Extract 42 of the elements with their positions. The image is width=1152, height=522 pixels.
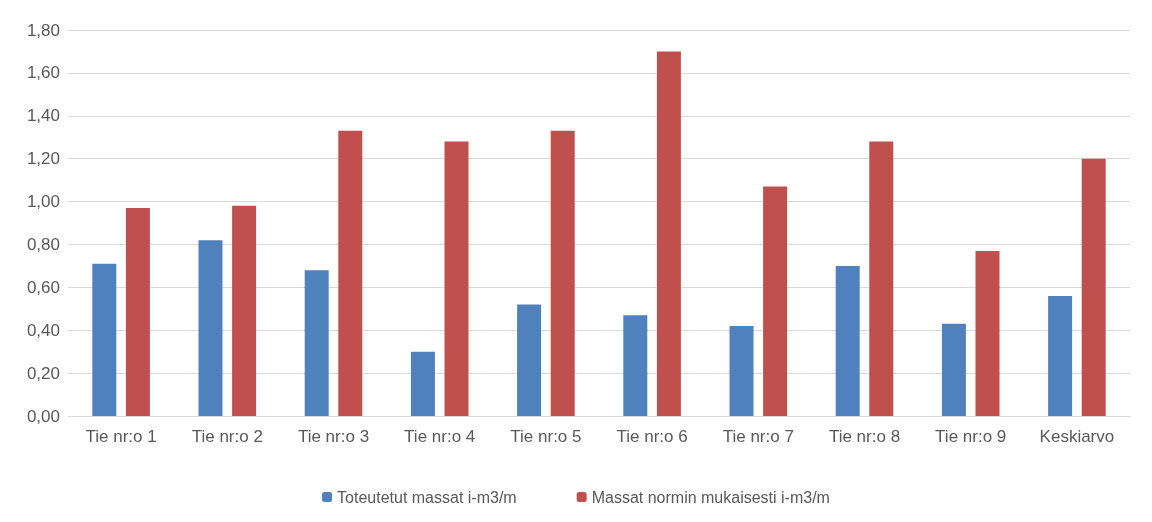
bar bbox=[125, 207, 150, 416]
y-tick-label: 1,60 bbox=[26, 63, 60, 83]
x-tick-label: Tie nr:o 8 bbox=[828, 427, 901, 446]
bar bbox=[1081, 158, 1106, 416]
x-tick-label: Tie nr:o 3 bbox=[297, 427, 370, 446]
y-tick-label: 0,40 bbox=[26, 320, 60, 340]
bar bbox=[941, 323, 966, 416]
bar bbox=[92, 263, 117, 416]
y-tick-label: 1,20 bbox=[26, 149, 60, 169]
legend-label: Toteutetut massat i-m3/m bbox=[337, 488, 517, 506]
bar bbox=[232, 205, 257, 416]
x-tick-label: Tie nr:o 1 bbox=[85, 427, 157, 446]
bar bbox=[656, 51, 681, 416]
y-tick-label: 1,00 bbox=[26, 192, 60, 212]
bar bbox=[517, 304, 542, 416]
y-tick-label: 1,40 bbox=[26, 106, 60, 126]
x-tick-label: Tie nr:o 6 bbox=[616, 427, 688, 446]
bar bbox=[1048, 295, 1073, 416]
bar bbox=[623, 315, 648, 416]
y-tick-label: 0,20 bbox=[26, 363, 60, 383]
bar bbox=[729, 325, 754, 416]
x-tick-label: Tie nr:o 2 bbox=[191, 427, 263, 446]
y-tick-label: 1,80 bbox=[26, 20, 60, 40]
y-tick-label: 0,80 bbox=[26, 234, 60, 254]
y-tick-label: 0,00 bbox=[26, 406, 60, 426]
bar bbox=[198, 240, 223, 416]
bar bbox=[410, 351, 435, 416]
x-tick-label: Tie nr:o 4 bbox=[404, 427, 476, 446]
bar bbox=[444, 141, 469, 416]
y-tick-label: 0,60 bbox=[26, 277, 60, 297]
bar bbox=[975, 250, 1000, 416]
bar bbox=[869, 141, 894, 416]
bar bbox=[304, 270, 329, 416]
x-tick-label: Tie nr:o 7 bbox=[722, 427, 794, 446]
bar bbox=[550, 130, 575, 416]
bar bbox=[835, 265, 860, 416]
bar bbox=[338, 130, 363, 416]
x-tick-label: Tie nr:o 5 bbox=[510, 427, 582, 446]
x-tick-label: Keskiarvo bbox=[1039, 427, 1115, 446]
bar bbox=[763, 186, 788, 416]
x-tick-label: Tie nr:o 9 bbox=[935, 427, 1007, 446]
legend-label: Massat normin mukaisesti i-m3/m bbox=[591, 488, 830, 506]
